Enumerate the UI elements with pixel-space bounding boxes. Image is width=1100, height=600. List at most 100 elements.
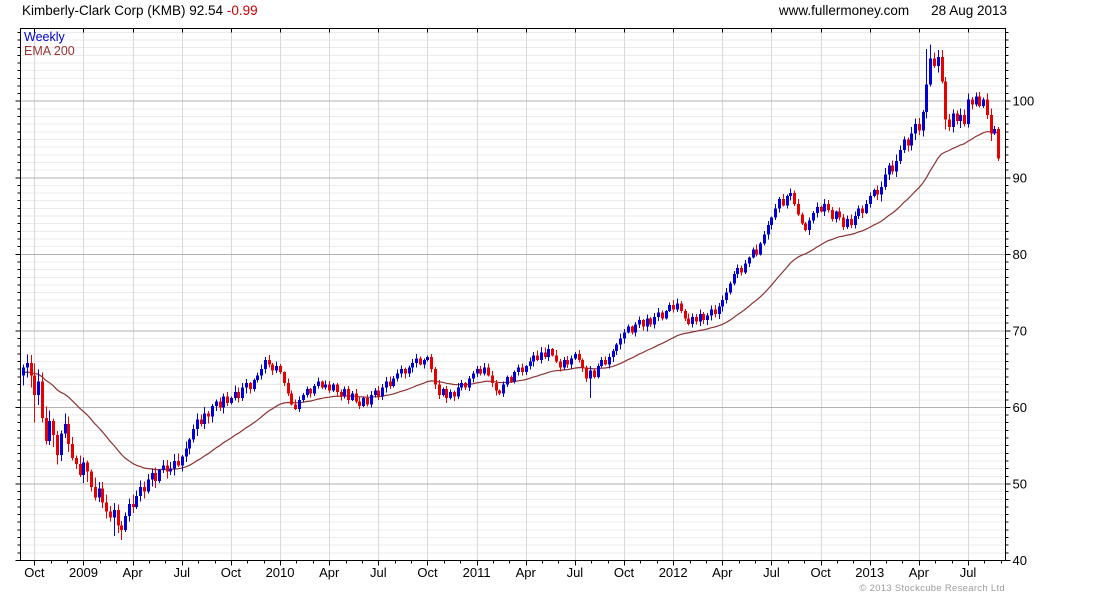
candle-body [838, 211, 841, 218]
candle-body [271, 364, 274, 371]
candle-body [90, 471, 93, 488]
y-axis-label: 80 [1013, 247, 1027, 262]
x-axis-label: Jul [960, 565, 977, 580]
candle-body [86, 462, 89, 472]
candle-body [67, 424, 70, 445]
candle-body [684, 310, 687, 319]
candle-body [823, 203, 826, 212]
chart-date: 28 Aug 2013 [931, 3, 1007, 18]
candle-body [426, 356, 429, 360]
candle-body [321, 381, 324, 388]
price-change: -0.99 [226, 3, 258, 18]
candle-body [71, 444, 74, 458]
candle-body [147, 479, 150, 492]
candle-body [600, 359, 603, 367]
candle-body [200, 419, 203, 425]
candle-body [279, 366, 282, 373]
y-axis-label: 100 [1013, 94, 1035, 109]
candle-body [975, 96, 978, 105]
candle-body [154, 473, 157, 481]
candle-body [203, 413, 206, 425]
x-axis-label: Apr [712, 565, 733, 580]
candle-body [850, 219, 853, 226]
candle-body [290, 393, 293, 405]
candle-body [306, 389, 309, 396]
candle-body [124, 516, 127, 530]
candle-body [64, 424, 67, 434]
candle-body [476, 369, 479, 374]
ema-legend-label: EMA 200 [24, 44, 75, 58]
candle-body [695, 317, 698, 322]
candle-body [268, 359, 271, 365]
candle-body [449, 392, 452, 399]
candle-body [396, 373, 399, 379]
x-axis-label: 2012 [659, 565, 688, 580]
candle-body [385, 381, 388, 388]
candle-body [453, 392, 456, 397]
candle-body [544, 352, 547, 357]
candle-body [835, 211, 838, 220]
candle-body [615, 344, 618, 351]
candle-body [143, 487, 146, 492]
x-axis-label: Oct [417, 565, 438, 580]
candle-body [287, 382, 290, 394]
candle-body [740, 268, 743, 273]
candle-body [903, 139, 906, 151]
candle-body [918, 124, 921, 131]
candle-body [770, 217, 773, 226]
candle-body [355, 393, 358, 402]
candle-body [434, 369, 437, 385]
candle-body [888, 165, 891, 175]
candle-body [593, 370, 596, 377]
candle-body [759, 243, 762, 255]
candle-body [442, 389, 445, 396]
candle-body [808, 220, 811, 230]
candle-body [105, 502, 108, 512]
candle-body [253, 379, 256, 390]
x-axis-label: Oct [221, 565, 242, 580]
candle-body [211, 405, 214, 417]
x-axis-label: Apr [909, 565, 930, 580]
candle-body [963, 114, 966, 125]
candle-body [52, 421, 55, 435]
candle-body [767, 225, 770, 235]
candle-body [907, 139, 910, 146]
candle-body [891, 165, 894, 172]
candle-body [797, 203, 800, 215]
candle-body [82, 462, 85, 475]
ema-line [22, 131, 999, 471]
candle-body [151, 473, 154, 480]
x-axis-label: Oct [810, 565, 831, 580]
candle-body [831, 209, 834, 220]
candle-body [423, 359, 426, 365]
candle-body [468, 378, 471, 388]
candle-body [649, 318, 652, 325]
candle-body [30, 363, 33, 376]
candle-body [910, 133, 913, 146]
candle-body [952, 113, 955, 128]
candle-body [56, 434, 59, 455]
candle-body [113, 509, 116, 518]
candle-body [929, 58, 932, 85]
candle-body [956, 113, 959, 122]
candle-body [884, 174, 887, 187]
candle-body [657, 312, 660, 318]
candle-body [714, 309, 717, 315]
candle-body [135, 496, 138, 507]
candle-body [597, 366, 600, 377]
candle-body [374, 390, 377, 396]
candle-body [702, 314, 705, 321]
candle-body [857, 208, 860, 217]
candle-body [351, 393, 354, 400]
candle-body [540, 352, 543, 360]
candle-body [377, 390, 380, 397]
plot-border [20, 28, 1006, 561]
candle-body [411, 363, 414, 368]
candle-body [661, 312, 664, 319]
candle-body [812, 212, 815, 221]
candle-body [45, 418, 48, 442]
x-axis-label: 2013 [855, 565, 884, 580]
candle-body [634, 324, 637, 333]
candle-body [997, 128, 1000, 159]
